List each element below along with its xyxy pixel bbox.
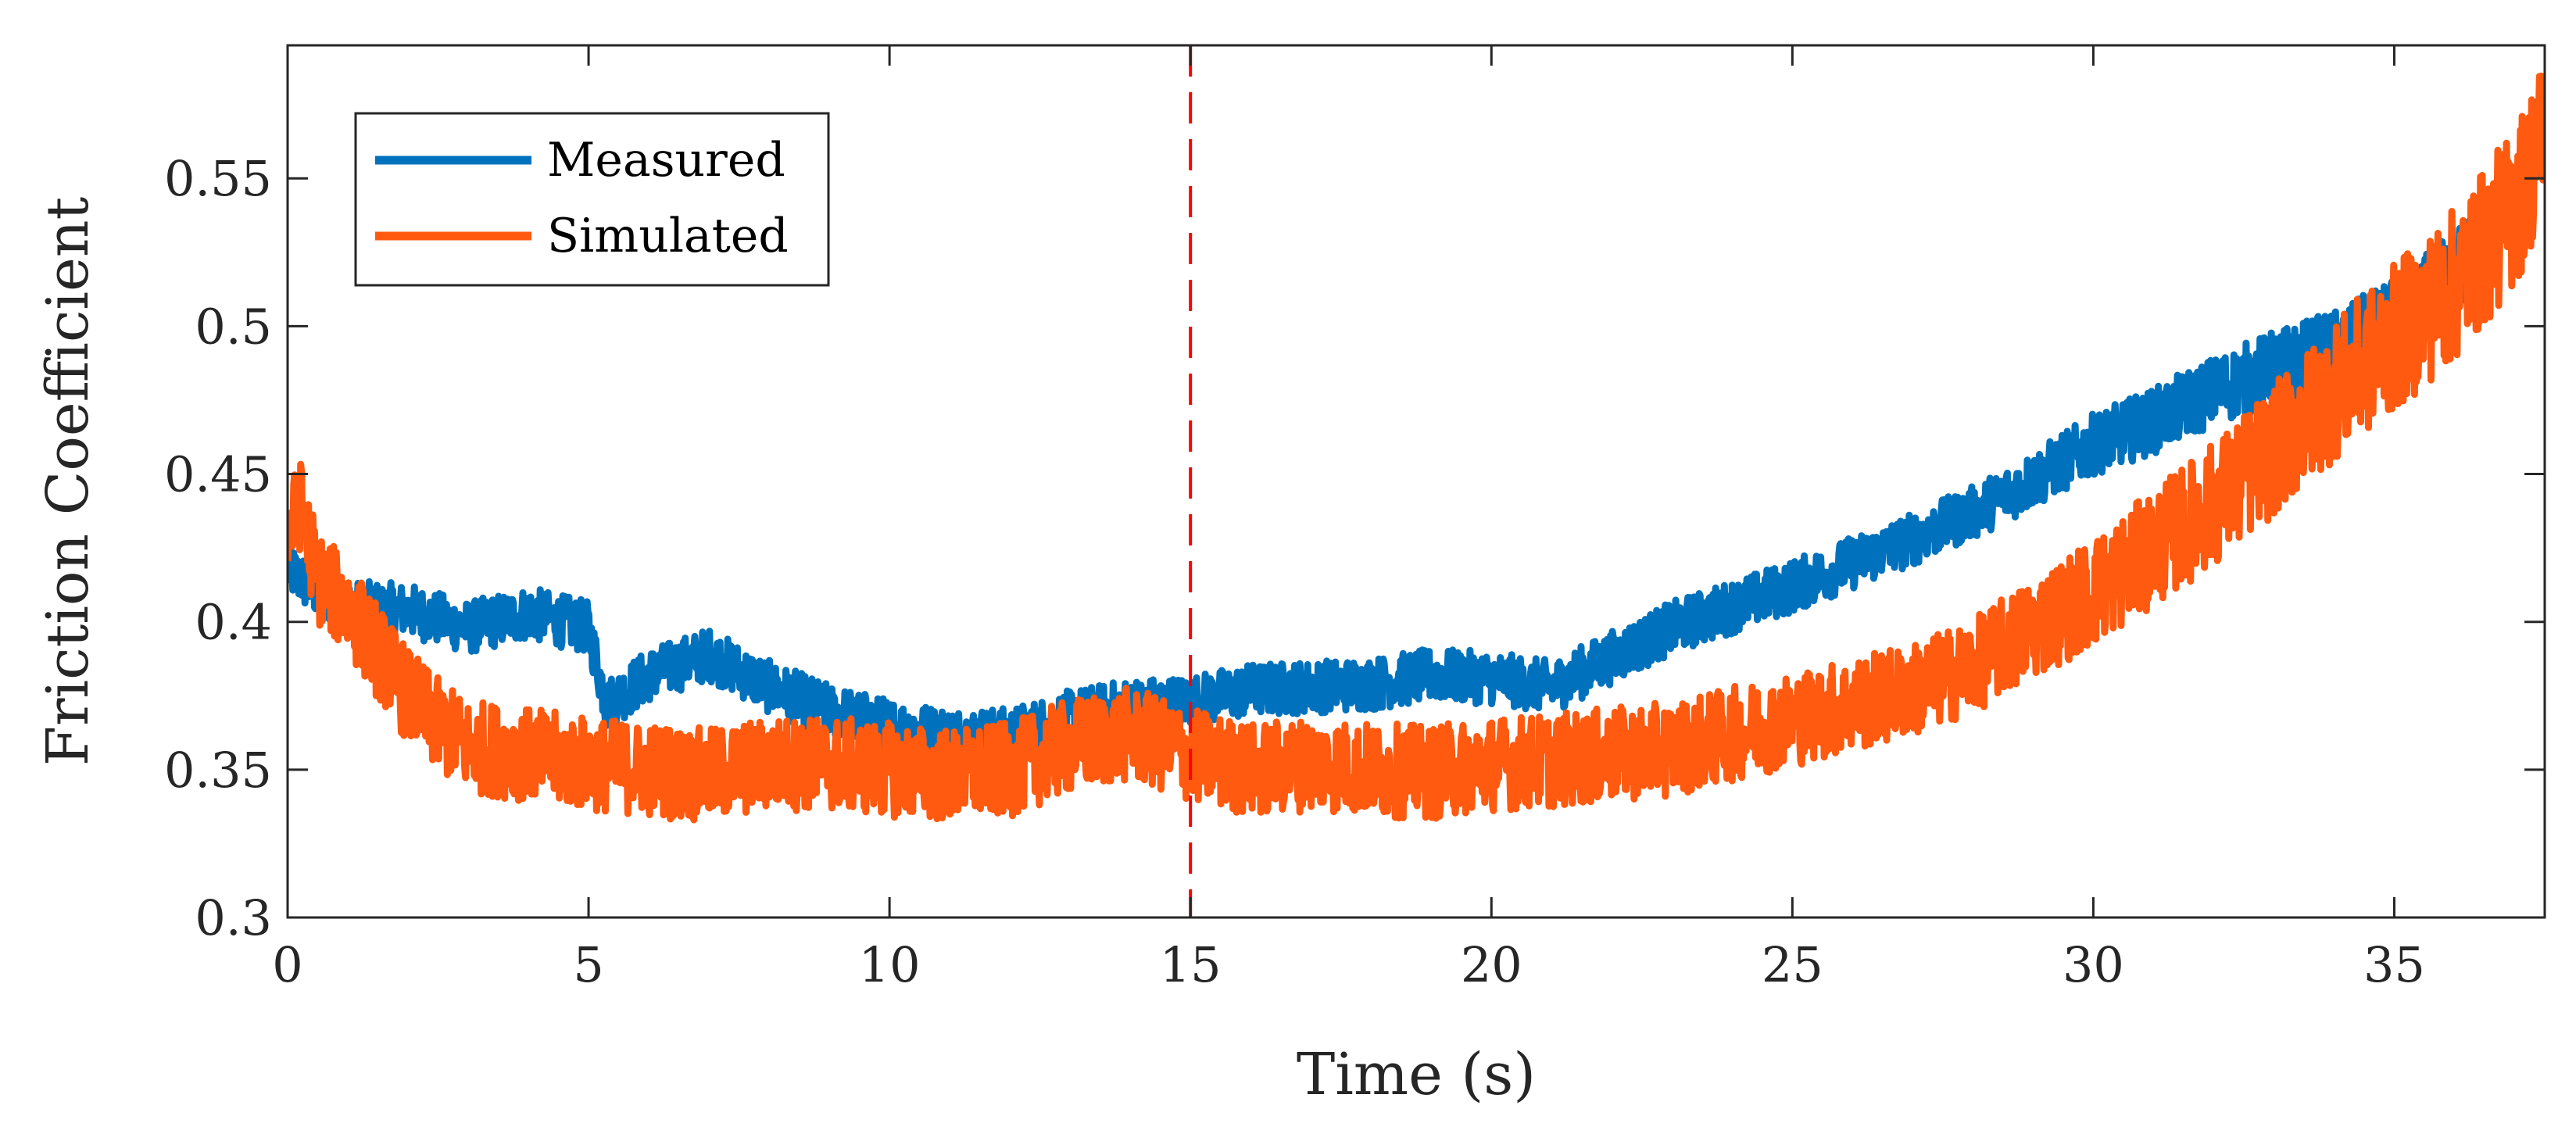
x-tick-label: 35: [2363, 936, 2425, 993]
y-tick-label: 0.4: [195, 594, 272, 651]
x-tick-label: 5: [573, 936, 603, 993]
plot-axes-box: [286, 44, 2546, 919]
x-tick-label: 10: [859, 936, 921, 993]
legend-label-measured: Measured: [547, 133, 785, 188]
series-layer: [288, 72, 2545, 824]
y-tick-label: 0.45: [164, 446, 272, 503]
x-tick-label: 0: [272, 936, 302, 993]
legend-label-simulated: Simulated: [547, 209, 789, 263]
legend: Measured Simulated: [354, 112, 830, 287]
x-tick-label: 30: [2063, 936, 2124, 993]
legend-box: [354, 112, 830, 287]
y-tick-label: 0.3: [195, 889, 272, 946]
x-tick-label: 25: [1762, 936, 1823, 993]
series-line-measured: [288, 98, 2545, 764]
series-line-simulated: [288, 72, 2545, 824]
x-axis-label: Time (s): [1297, 1041, 1536, 1108]
x-tick-label: 20: [1461, 936, 1522, 993]
x-tick-label: 15: [1160, 936, 1222, 993]
y-axis-label: Friction Coefficient: [34, 197, 102, 767]
y-tick-label: 0.55: [164, 150, 272, 207]
y-tick-label: 0.35: [164, 742, 272, 799]
tick-layer: 0 5 10 15 20 25 30 35 0.3 0.35 0.4 0.45 0.5 0.55: [164, 45, 2545, 993]
y-tick-label: 0.5: [195, 298, 272, 355]
